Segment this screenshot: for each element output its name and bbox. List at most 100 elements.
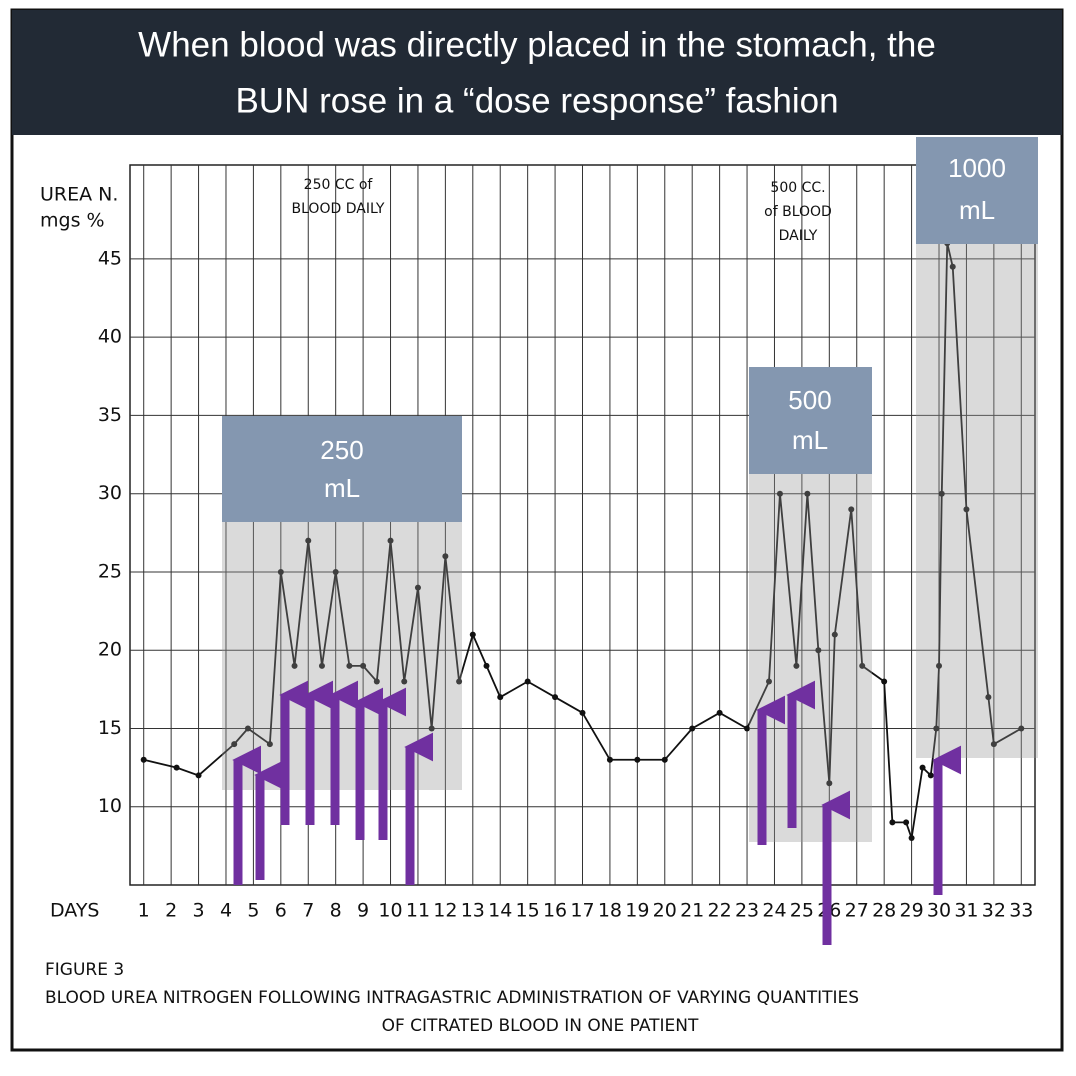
x-tick-label: 28 <box>872 900 896 922</box>
data-point <box>401 678 408 685</box>
data-point <box>1018 725 1025 732</box>
data-point <box>346 662 353 669</box>
data-point <box>765 678 772 685</box>
data-point <box>305 537 312 544</box>
data-point <box>881 678 888 685</box>
caption: FIGURE 3 <box>45 960 124 980</box>
caption: OF CITRATED BLOOD IN ONE PATIENT <box>382 1016 699 1036</box>
data-point <box>332 568 339 575</box>
x-tick-label: 24 <box>762 900 786 922</box>
data-point <box>936 662 943 669</box>
x-tick-label: 19 <box>625 900 649 922</box>
slide-title: BUN rose in a “dose response” fashion <box>235 81 838 120</box>
x-tick-label: 17 <box>570 900 594 922</box>
x-tick-label: 14 <box>488 900 512 922</box>
data-point <box>776 490 783 497</box>
data-point <box>949 263 956 270</box>
dose-box-label: mL <box>324 473 360 503</box>
data-point <box>903 819 910 826</box>
data-point <box>963 506 970 513</box>
x-tick-label: 30 <box>927 900 951 922</box>
annotation: of BLOOD <box>764 204 832 220</box>
x-tick-label: 21 <box>680 900 704 922</box>
data-point <box>579 709 586 716</box>
data-point <box>291 662 298 669</box>
data-point <box>483 662 490 669</box>
y-tick-label: 20 <box>98 639 122 661</box>
x-tick-label: 15 <box>516 900 540 922</box>
data-point <box>524 678 531 685</box>
x-tick-label: 23 <box>735 900 759 922</box>
x-tick-label: 20 <box>653 900 677 922</box>
x-tick-label: 18 <box>598 900 622 922</box>
data-point <box>497 694 504 701</box>
x-tick-label: 32 <box>982 900 1006 922</box>
data-point <box>859 662 866 669</box>
dose-shade <box>749 470 872 842</box>
x-tick-label: 11 <box>406 900 430 922</box>
x-tick-label: 29 <box>899 900 923 922</box>
x-tick-label: 4 <box>220 900 232 922</box>
data-point <box>985 694 992 701</box>
x-tick-label: 1 <box>138 900 150 922</box>
x-tick-label: 12 <box>433 900 457 922</box>
data-point <box>373 678 380 685</box>
data-point <box>661 756 668 763</box>
data-point <box>689 725 696 732</box>
data-point <box>318 662 325 669</box>
data-point <box>456 678 463 685</box>
x-tick-label: 27 <box>845 900 869 922</box>
data-point <box>831 631 838 638</box>
x-tick-label: 5 <box>247 900 259 922</box>
dose-shade <box>916 240 1038 758</box>
dose-box-label: 1000 <box>948 153 1006 183</box>
data-point <box>919 764 926 771</box>
x-tick-label: 7 <box>302 900 314 922</box>
x-tick-label: 22 <box>708 900 732 922</box>
data-point <box>277 568 284 575</box>
data-point <box>990 741 997 748</box>
annotation: BLOOD DAILY <box>292 201 385 217</box>
data-point <box>442 553 449 560</box>
dose-box <box>749 367 872 474</box>
x-tick-label: 25 <box>790 900 814 922</box>
data-point <box>387 537 394 544</box>
dose-box-label: 500 <box>788 385 831 415</box>
y-tick-label: 25 <box>98 560 122 582</box>
data-point <box>266 741 273 748</box>
x-tick-label: 10 <box>378 900 402 922</box>
arrows <box>231 680 962 945</box>
y-tick-label: 40 <box>98 326 122 348</box>
data-point <box>848 506 855 513</box>
y-tick-label: 30 <box>98 482 122 504</box>
y-tick-label: 15 <box>98 717 122 739</box>
annotation: 500 CC. <box>770 180 825 196</box>
x-tick-label: 16 <box>543 900 567 922</box>
x-tick-label: 2 <box>165 900 177 922</box>
x-tick-label: 33 <box>1009 900 1033 922</box>
x-tick-label: 3 <box>193 900 205 922</box>
slide-frame <box>10 8 1064 1052</box>
annotation: DAILY <box>779 228 818 244</box>
y-axis-label: UREA N. <box>40 184 118 206</box>
x-tick-label: 13 <box>461 900 485 922</box>
data-point <box>140 756 147 763</box>
dose-box <box>222 416 462 522</box>
data-point <box>908 835 915 842</box>
data-point <box>634 756 641 763</box>
header-bar <box>12 10 1062 135</box>
data-point <box>173 764 180 771</box>
data-point <box>826 780 833 787</box>
data-point <box>428 725 435 732</box>
x-tick-label: 31 <box>954 900 978 922</box>
x-axis-label: DAYS <box>50 900 100 922</box>
dose-box-label: 250 <box>320 435 363 465</box>
y-axis-label: mgs % <box>40 210 105 232</box>
x-tick-label: 9 <box>357 900 369 922</box>
y-tick-label: 45 <box>98 247 122 269</box>
data-point <box>889 819 896 826</box>
data-point <box>933 725 940 732</box>
data-point <box>938 490 945 497</box>
data-point <box>804 490 811 497</box>
